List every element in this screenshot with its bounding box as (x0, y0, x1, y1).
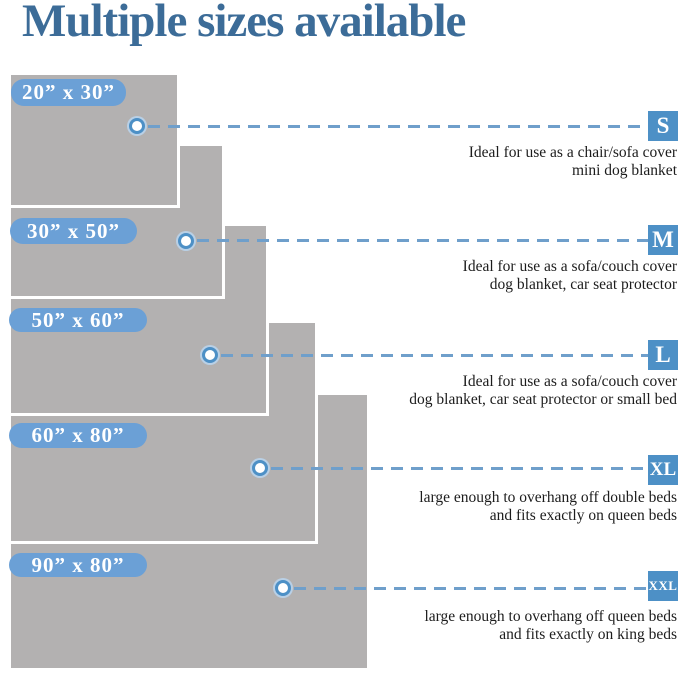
anchor-dot-l (202, 347, 218, 363)
size-badge-s: S (648, 111, 678, 141)
leader-line-xxl (294, 587, 648, 590)
description-xxl: large enough to overhang off queen beds … (247, 608, 677, 644)
anchor-dot-s (129, 118, 145, 134)
description-l: Ideal for use as a sofa/couch cover dog … (247, 373, 677, 409)
size-badge-l: L (648, 340, 678, 370)
leader-line-xl (271, 467, 648, 470)
description-m-line1: Ideal for use as a sofa/couch cover (462, 258, 677, 275)
leader-line-m (197, 239, 650, 242)
description-s-line2: mini dog blanket (571, 162, 677, 179)
size-badge-xl: XL (648, 455, 678, 485)
description-xxl-line1: large enough to overhang off queen beds (424, 608, 677, 625)
size-label-xl: 60” x 80” (9, 423, 147, 448)
size-badge-m: M (648, 225, 678, 255)
description-s-line1: Ideal for use as a chair/sofa cover (468, 144, 677, 161)
description-xxl-line2: and fits exactly on king beds (499, 626, 677, 643)
page-title: Multiple sizes available (22, 0, 466, 47)
size-label-l: 50” x 60” (9, 308, 147, 332)
size-label-m: 30” x 50” (10, 218, 137, 244)
description-l-line2: dog blanket, car seat protector or small… (409, 391, 677, 408)
description-xl: large enough to overhang off double beds… (247, 489, 677, 525)
size-badge-xxl: XXL (648, 571, 678, 601)
anchor-dot-xl (252, 460, 268, 476)
description-l-line1: Ideal for use as a sofa/couch cover (462, 373, 677, 390)
size-label-s: 20” x 30” (11, 79, 126, 106)
size-label-xxl: 90” x 80” (9, 553, 147, 577)
description-xl-line1: large enough to overhang off double beds (419, 489, 677, 506)
description-m-line2: dog blanket, car seat protector (489, 276, 677, 293)
anchor-dot-xxl (275, 580, 291, 596)
leader-line-s (148, 125, 648, 128)
description-s: Ideal for use as a chair/sofa cover mini… (247, 144, 677, 180)
anchor-dot-m (178, 233, 194, 249)
description-xl-line2: and fits exactly on queen beds (489, 507, 677, 524)
leader-line-l (221, 354, 650, 357)
description-m: Ideal for use as a sofa/couch cover dog … (247, 258, 677, 294)
